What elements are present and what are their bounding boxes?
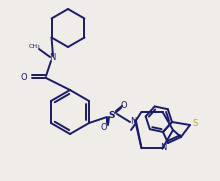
Text: N: N: [160, 142, 166, 151]
Text: S: S: [192, 119, 198, 127]
Text: O: O: [21, 73, 27, 83]
Text: S: S: [109, 110, 115, 119]
Text: N: N: [130, 117, 136, 125]
Text: N: N: [49, 54, 55, 62]
Text: O: O: [121, 100, 127, 110]
Text: CH₃: CH₃: [28, 43, 40, 49]
Text: O: O: [101, 123, 107, 132]
